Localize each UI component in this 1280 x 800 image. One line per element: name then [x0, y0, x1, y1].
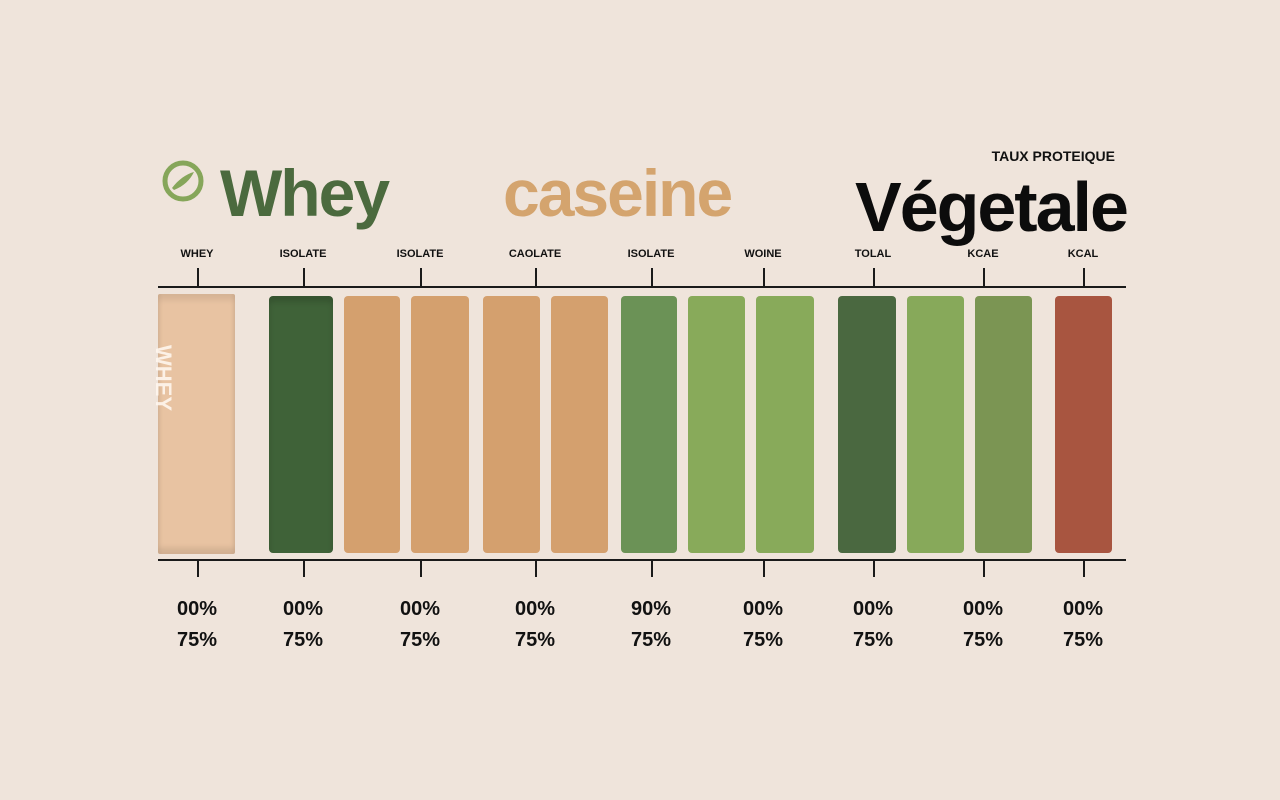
tick-mark — [197, 268, 199, 287]
tick-mark — [303, 268, 305, 287]
value-label: 75% — [962, 629, 1004, 651]
bar — [551, 296, 608, 553]
tick-mark — [303, 560, 305, 577]
tick-mark — [197, 560, 199, 577]
category-label: ISOLATE — [279, 248, 327, 260]
tick-mark — [651, 268, 653, 287]
tick-mark — [1083, 268, 1085, 287]
value-label: 00% — [514, 598, 556, 620]
bar — [907, 296, 964, 553]
tick-mark — [763, 268, 765, 287]
subtitle-taux-proteique: TAUX PROTEIQUE — [991, 148, 1115, 164]
value-label: 75% — [282, 629, 324, 651]
bar — [344, 296, 400, 553]
value-label: 90% — [630, 598, 672, 620]
bar — [483, 296, 540, 553]
tick-mark — [420, 560, 422, 577]
value-label: 75% — [176, 629, 218, 651]
bar — [269, 296, 333, 553]
bottom-axis-line — [158, 559, 1126, 561]
bar — [975, 296, 1032, 553]
category-label: WOINE — [744, 248, 782, 260]
tick-mark — [983, 268, 985, 287]
tick-mark — [535, 560, 537, 577]
category-label: WHEY — [180, 248, 214, 260]
bar — [688, 296, 745, 553]
title-caseine: caseine — [503, 156, 733, 230]
category-label: ISOLATE — [627, 248, 675, 260]
tick-mark — [651, 560, 653, 577]
tick-mark — [983, 560, 985, 577]
tick-mark — [873, 560, 875, 577]
category-label: KCAE — [967, 248, 999, 260]
value-label: 75% — [1062, 629, 1104, 651]
value-label: 00% — [282, 598, 324, 620]
tick-mark — [420, 268, 422, 287]
title-whey: Whey — [220, 156, 390, 230]
value-label: 00% — [176, 598, 218, 620]
value-label: 00% — [962, 598, 1004, 620]
bar — [411, 296, 469, 553]
value-label: 00% — [852, 598, 894, 620]
value-label: 75% — [630, 629, 672, 651]
tick-mark — [1083, 560, 1085, 577]
value-label: 75% — [852, 629, 894, 651]
bar — [838, 296, 896, 553]
category-label: CAOLATE — [508, 248, 562, 260]
bar — [756, 296, 814, 553]
category-label: ISOLATE — [396, 248, 444, 260]
bar — [158, 294, 235, 554]
bar — [621, 296, 677, 553]
value-label: 75% — [514, 629, 556, 651]
leaf-circle-icon — [162, 160, 204, 202]
value-label: 75% — [742, 629, 784, 651]
category-label: TOLAL — [854, 248, 892, 260]
tick-mark — [763, 560, 765, 577]
bar — [1055, 296, 1112, 553]
pouch-label: WHEY — [151, 345, 176, 411]
tick-mark — [873, 268, 875, 287]
top-axis-line — [158, 286, 1126, 288]
value-label: 00% — [742, 598, 784, 620]
title-vegetale: Végetale — [855, 168, 1129, 246]
category-label: KCAL — [1067, 248, 1099, 260]
value-label: 75% — [399, 629, 441, 651]
value-label: 00% — [399, 598, 441, 620]
tick-mark — [535, 268, 537, 287]
value-label: 00% — [1062, 598, 1104, 620]
